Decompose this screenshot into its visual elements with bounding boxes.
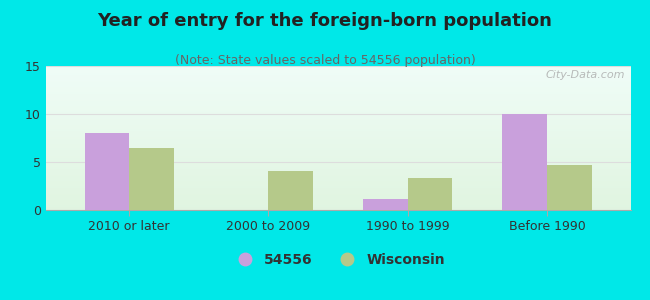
Bar — [363, 200, 408, 210]
Text: Year of entry for the foreign-born population: Year of entry for the foreign-born popul… — [98, 12, 552, 30]
Bar — [408, 178, 452, 210]
Bar — [129, 148, 174, 210]
Legend: 54556, Wisconsin: 54556, Wisconsin — [225, 247, 451, 272]
Bar — [502, 114, 547, 210]
Text: (Note: State values scaled to 54556 population): (Note: State values scaled to 54556 popu… — [175, 54, 475, 67]
Bar — [547, 165, 592, 210]
Bar — [268, 171, 313, 210]
Text: City-Data.com: City-Data.com — [545, 70, 625, 80]
Bar — [84, 133, 129, 210]
